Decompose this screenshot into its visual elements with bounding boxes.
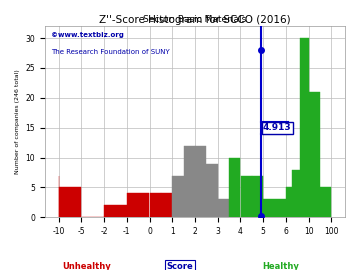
Bar — [172, 176, 184, 217]
Bar — [104, 205, 127, 217]
Title: Z''-Score Histogram for SCCO (2016): Z''-Score Histogram for SCCO (2016) — [99, 15, 291, 25]
Bar — [320, 187, 331, 217]
Bar — [161, 194, 172, 217]
Text: Sector: Basic Materials: Sector: Basic Materials — [143, 15, 247, 24]
Text: ©www.textbiz.org: ©www.textbiz.org — [51, 32, 124, 38]
Bar — [292, 170, 303, 217]
Bar — [229, 158, 240, 217]
Bar — [286, 187, 292, 217]
Bar — [207, 164, 218, 217]
Text: Unhealthy: Unhealthy — [62, 262, 111, 270]
Text: The Research Foundation of SUNY: The Research Foundation of SUNY — [51, 49, 170, 55]
Bar — [150, 194, 161, 217]
Bar — [309, 92, 320, 217]
Text: Healthy: Healthy — [262, 262, 299, 270]
Bar — [240, 176, 252, 217]
Bar — [264, 200, 286, 217]
Bar — [195, 146, 206, 217]
Bar — [184, 146, 195, 217]
Bar — [59, 187, 81, 217]
Text: Score: Score — [167, 262, 193, 270]
Bar — [252, 176, 263, 217]
Bar — [300, 38, 309, 217]
Bar — [218, 200, 229, 217]
Text: 4.913: 4.913 — [263, 123, 292, 132]
Y-axis label: Number of companies (246 total): Number of companies (246 total) — [15, 69, 20, 174]
Bar — [127, 194, 149, 217]
